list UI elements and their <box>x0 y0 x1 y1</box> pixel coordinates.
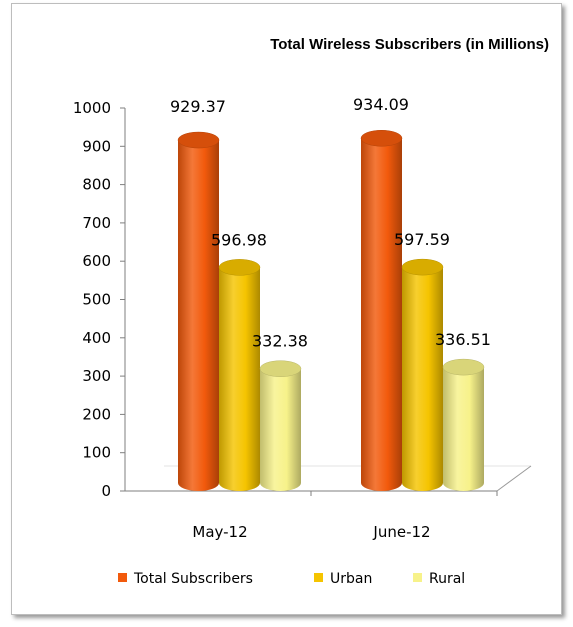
y-tick-label: 200 <box>82 405 111 423</box>
bar-rural-may-12 <box>259 360 302 491</box>
bar-top <box>442 358 485 376</box>
data-label: 596.98 <box>211 230 267 249</box>
bar-top <box>360 129 403 147</box>
bar-top <box>259 360 302 377</box>
bar-body <box>361 138 402 491</box>
legend-swatch <box>314 573 323 582</box>
legend-label: Urban <box>330 571 372 587</box>
y-tick-label: 600 <box>82 252 111 270</box>
data-label: 934.09 <box>353 95 409 114</box>
chart-frame <box>11 3 562 615</box>
bar-urban-june-12 <box>401 258 444 491</box>
legend-label: Rural <box>429 571 465 587</box>
y-tick-label: 0 <box>101 482 111 500</box>
legend-label: Total Subscribers <box>133 571 253 587</box>
legend: Total Subscribers Urban Rural <box>118 571 465 587</box>
legend-swatch <box>413 573 422 582</box>
bar-top <box>401 258 444 276</box>
bar-urban-may-12 <box>218 259 261 491</box>
bar-total-subscribers-june-12 <box>360 129 403 491</box>
y-tick-label: 700 <box>82 214 111 232</box>
bar-body <box>443 367 484 491</box>
y-tick-label: 500 <box>82 291 111 309</box>
bar-top <box>218 259 261 276</box>
y-tick-label: 300 <box>82 367 111 385</box>
y-axis: 0 100 200 300 400 500 600 700 800 900 1000 <box>73 99 126 500</box>
data-label: 336.51 <box>435 330 491 349</box>
y-tick-label: 400 <box>82 329 111 347</box>
y-tick-label: 1000 <box>73 99 111 117</box>
x-category-label: June-12 <box>372 523 430 541</box>
floor-side-edge <box>496 465 532 492</box>
data-label: 332.38 <box>252 332 308 351</box>
x-category-label: May-12 <box>192 523 247 541</box>
y-tick-label: 900 <box>82 137 111 155</box>
y-tick-label: 800 <box>82 176 111 194</box>
bars: 929.37 596.98 332.38 934.09 597.59 336.51 <box>170 95 491 492</box>
bar-body <box>260 368 301 491</box>
bar-rural-june-12 <box>442 358 485 491</box>
x-axis-labels: May-12 June-12 <box>192 491 498 541</box>
bar-body <box>177 140 219 492</box>
data-label: 929.37 <box>170 97 226 116</box>
chart-title: Total Wireless Subscribers (in Millions) <box>270 36 549 53</box>
data-label: 597.59 <box>394 230 450 249</box>
bar-body <box>219 267 260 491</box>
y-tick-label: 100 <box>82 444 111 462</box>
bar-top <box>177 131 220 149</box>
bar-total-subscribers-may-12 <box>177 131 220 492</box>
legend-swatch <box>118 573 127 582</box>
bar-body <box>402 267 443 491</box>
